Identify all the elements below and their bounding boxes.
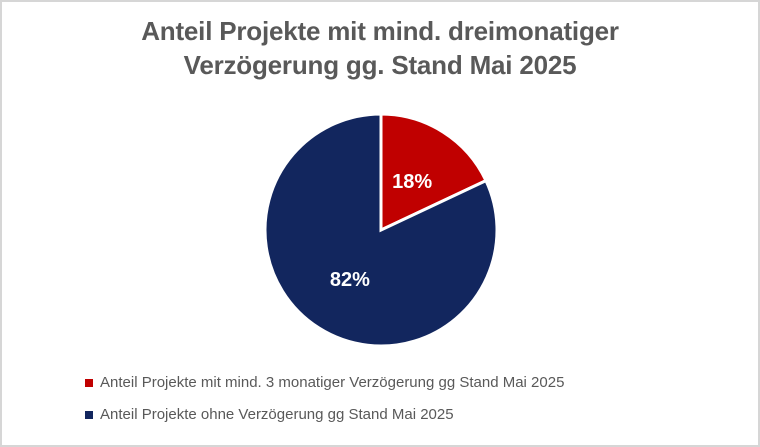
legend-label-delayed: Anteil Projekte mit mind. 3 monatiger Ve…	[100, 374, 565, 391]
chart-title-line2: Verzögerung gg. Stand Mai 2025	[183, 50, 577, 80]
legend-marker-red-icon	[85, 378, 93, 387]
pie-chart-area: 18% 82%	[261, 110, 501, 350]
pie-chart: 18% 82%	[263, 112, 499, 348]
legend-marker-navy-icon	[85, 410, 93, 419]
pie-data-label-0: 18%	[392, 171, 432, 193]
legend-item-on-time: Anteil Projekte ohne Verzögerung gg Stan…	[85, 405, 564, 424]
pie-slice-1	[263, 112, 499, 348]
pie-data-label-1: 82%	[330, 269, 370, 291]
pie-slice-0	[379, 112, 488, 233]
chart-title-line1: Anteil Projekte mit mind. dreimonatiger	[141, 16, 619, 46]
chart-title: Anteil Projekte mit mind. dreimonatiger …	[2, 2, 758, 82]
legend: Anteil Projekte mit mind. 3 monatiger Ve…	[85, 373, 564, 424]
legend-item-delayed: Anteil Projekte mit mind. 3 monatiger Ve…	[85, 373, 564, 392]
legend-label-on-time: Anteil Projekte ohne Verzögerung gg Stan…	[100, 406, 454, 423]
